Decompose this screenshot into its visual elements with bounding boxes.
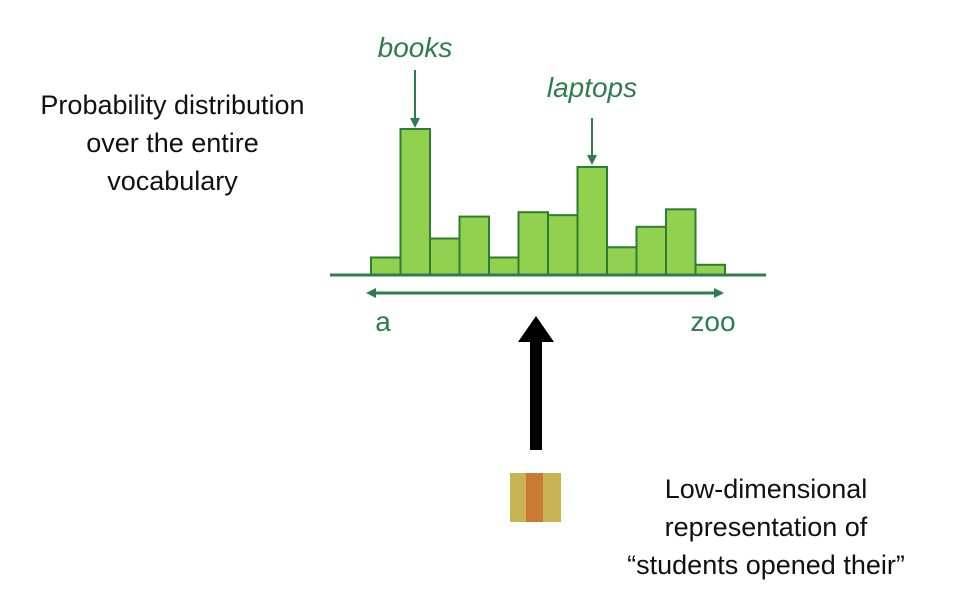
histogram-bar xyxy=(370,256,402,277)
representation-caption-line: representation of xyxy=(664,512,868,542)
distribution-caption-line: Probability distribution xyxy=(40,90,305,120)
vocab-end-label: zoo xyxy=(690,306,735,337)
books-callout-label: books xyxy=(378,32,453,63)
laptops-callout-label: laptops xyxy=(547,72,637,103)
histogram-bar xyxy=(694,263,726,276)
histogram-bar xyxy=(665,208,697,276)
representation-caption-line: “students opened their” xyxy=(627,550,905,580)
upward-arrow xyxy=(518,316,554,450)
histogram-bar xyxy=(488,256,520,277)
histogram-bar xyxy=(606,246,638,276)
representation-caption: Low-dimensional representation of “stude… xyxy=(576,470,956,584)
distribution-caption: Probability distribution over the entire… xyxy=(0,86,345,200)
distribution-caption-line: vocabulary xyxy=(107,166,238,196)
distribution-caption-line: over the entire xyxy=(86,128,259,158)
histogram-bar xyxy=(635,225,667,277)
histogram-bar xyxy=(458,215,490,277)
representation-vector xyxy=(510,473,561,522)
vocab-start-label: a xyxy=(375,306,391,337)
histogram-bar xyxy=(429,237,461,276)
histogram-bar xyxy=(399,128,431,276)
histogram-bar xyxy=(576,165,608,277)
histogram-bar xyxy=(547,214,579,276)
representation-caption-line: Low-dimensional xyxy=(664,474,868,504)
histogram-bars xyxy=(370,128,726,277)
histogram-bar xyxy=(517,211,549,276)
